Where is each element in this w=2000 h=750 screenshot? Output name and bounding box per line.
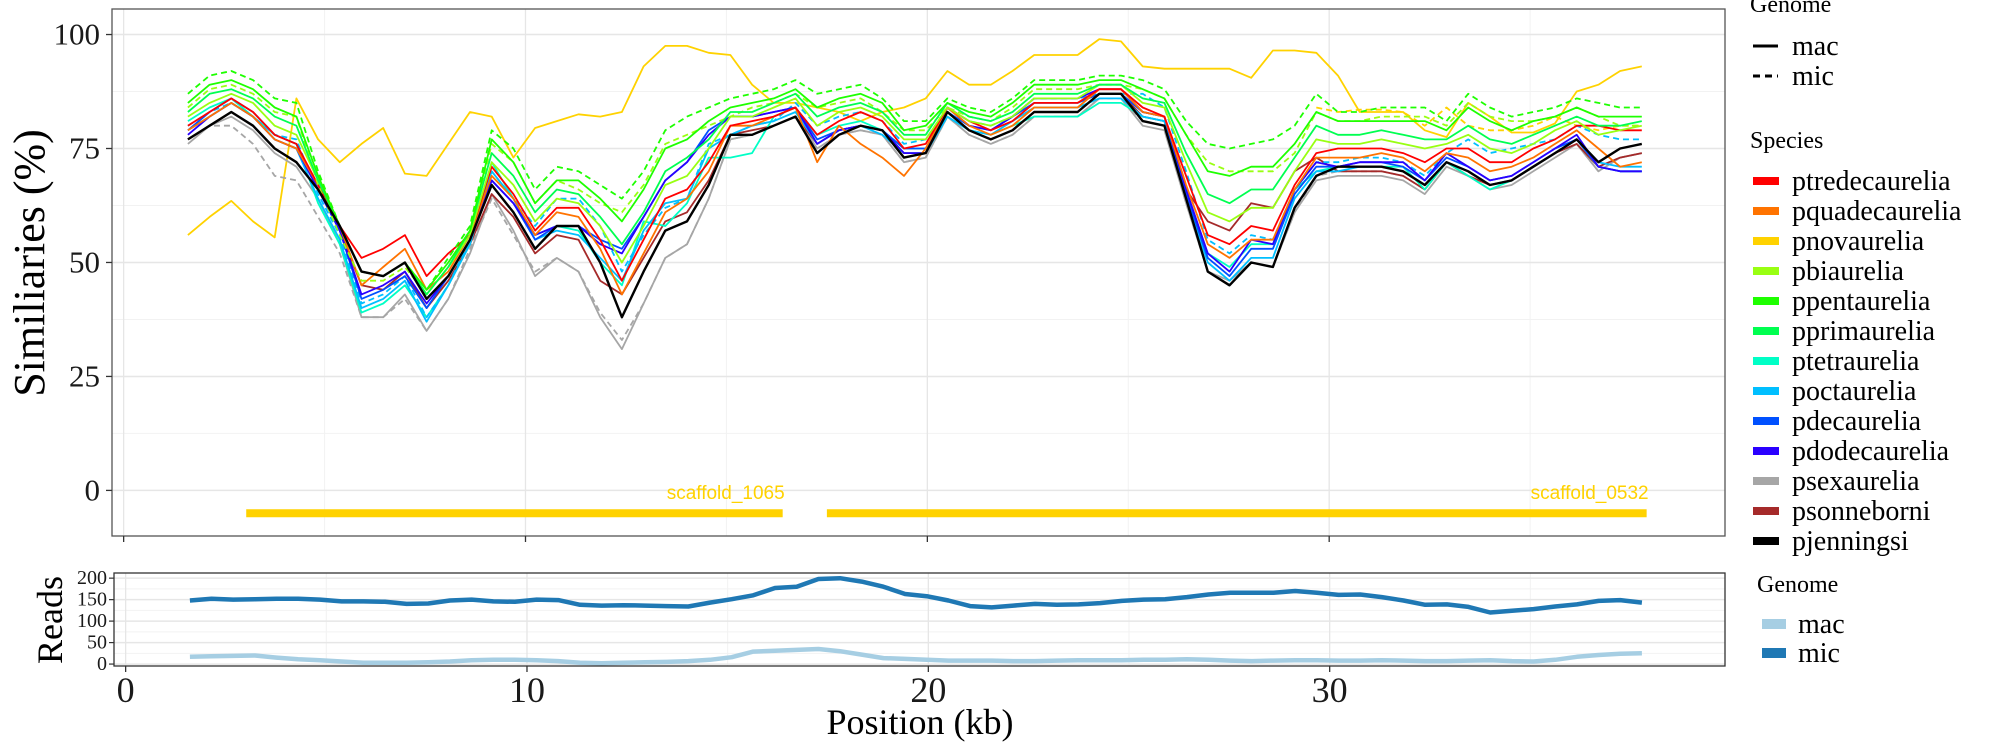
legend-swatch-ppentaurelia [1753,297,1779,305]
y-tick-label: 50 [69,244,100,279]
legend-label-pquadecaurelia: pquadecaurelia [1792,196,1962,227]
similarity-series [187,38,1643,350]
y-tick-label: 100 [54,17,101,52]
legend-label-pprimaurelia: pprimaurelia [1792,316,1936,347]
legend-label-pdecaurelia: pdecaurelia [1792,406,1922,437]
reads-legend-swatch-mic [1762,648,1786,658]
reads-legend-label-mac: mac [1798,609,1845,640]
reads-line-mac [189,646,1642,666]
legend-label-ptredecaurelia: ptredecaurelia [1792,166,1951,197]
similarity-y-axis: 0 25 50 75 100 [54,17,112,507]
y-axis-title: Similiaries (%) [5,129,54,397]
scaffold-label: scaffold_1065 [667,483,785,504]
legend-label-pbiaurelia: pbiaurelia [1792,256,1905,287]
reads-gridlines [114,573,1725,666]
legend-label-psonneborni: psonneborni [1792,496,1931,527]
similarity-panel-border [111,8,1726,537]
reads-line-mic [189,575,1643,615]
series-line-pdodecaurelia-mac [187,88,1642,305]
series-line-pbiaurelia-mic [187,83,1642,296]
x-axis-title: Position (kb) [826,702,1013,742]
legend-label-poctaurelia: poctaurelia [1792,376,1917,407]
legend-swatch-psexaurelia [1753,477,1779,485]
legend-species-items: ptredecaureliapquadecaureliapnovaureliap… [1753,166,1962,557]
series-line-pjenningsi-mac [187,92,1643,319]
x-tick-label: 0 [117,670,135,710]
legend-swatch-pprimaurelia [1753,327,1779,335]
x-tick-label: 20 [910,670,946,710]
legend-label-mic: mic [1792,61,1834,92]
legend-genome-title: Genome [1750,0,1831,18]
reads-y-tick-label: 50 [87,632,107,654]
series-line-poctaurelia-mic [187,92,1642,319]
series-line-pquadecaurelia-mac [187,88,1642,296]
reads-panel-background [114,573,1725,666]
reads-y-tick-label: 100 [77,610,107,632]
y-tick-label: 25 [69,358,100,393]
legend-swatch-pdecaurelia [1753,417,1779,425]
legend-swatch-pnovaurelia [1753,237,1779,245]
legend-swatch-pdodecaurelia [1753,447,1779,455]
legend-swatch-ptetraurelia [1753,357,1779,365]
reads-y-tick-label: 0 [97,653,107,675]
legend-label-pdodecaurelia: pdodecaurelia [1792,436,1950,467]
series-line-psexaurelia-mac [187,97,1642,350]
y-tick-label: 75 [69,131,100,166]
scaffold-annotations: scaffold_1065 scaffold_0532 [246,483,1649,518]
series-line-pprimaurelia-mac [187,83,1642,296]
legend-swatch-pjenningsi [1753,537,1779,545]
legend-label-mac: mac [1792,31,1839,62]
reads-series [189,575,1643,666]
reads-y-tick-label: 200 [77,567,107,589]
reads-legend-label-mic: mic [1798,638,1840,669]
legend-label-ppentaurelia: ppentaurelia [1792,286,1931,317]
legend-species-title: Species [1750,128,1823,154]
similarity-x-axis [123,536,1330,542]
legend-swatch-poctaurelia [1753,387,1779,395]
x-tick-label: 10 [509,670,545,710]
legend-label-ptetraurelia: ptetraurelia [1792,346,1920,377]
reads-panel-border [113,572,1726,667]
x-tick-label: 30 [1312,670,1348,710]
legend-swatch-pquadecaurelia [1753,207,1779,215]
legend-label-pjenningsi: pjenningsi [1792,526,1909,557]
legend-swatch-psonneborni [1753,507,1779,515]
reads-legend-title: Genome [1757,572,1838,598]
similarity-panel: scaffold_1065 scaffold_0532 0 25 50 75 100 Si… [5,8,1726,542]
legend-label-psexaurelia: psexaurelia [1792,466,1920,497]
series-line-ppentaurelia-mic [187,70,1642,291]
similarity-panel-background [112,9,1725,536]
series-line-ptredecaurelia-mac [187,88,1642,282]
legend-label-pnovaurelia: pnovaurelia [1792,226,1925,257]
y-tick-label: 0 [85,472,101,507]
reads-y-tick-label: 150 [77,589,107,611]
series-line-pdecaurelia-mac [187,92,1642,309]
reads-axis-title: Reads [30,576,70,664]
legend-swatch-ptredecaurelia [1753,177,1779,185]
reads-legend-swatch-mac [1762,619,1786,629]
legend-swatch-pbiaurelia [1753,267,1779,275]
reads-x-axis: 0 10 20 30 [117,666,1348,710]
scaffold-label: scaffold_0532 [1531,483,1649,504]
